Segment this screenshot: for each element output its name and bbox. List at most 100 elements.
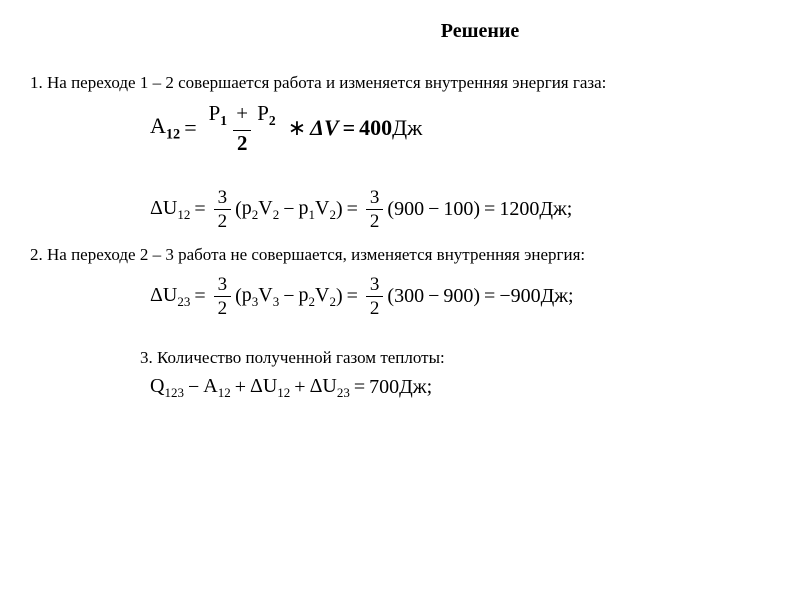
du23-coef2-den: 2 <box>366 296 384 318</box>
lparen-3: ( <box>235 286 242 306</box>
eq-sign-1: = <box>184 117 196 139</box>
v2-sym-23: V <box>315 284 329 306</box>
rparen-4: ) <box>473 286 480 306</box>
plus-q2: + <box>294 377 305 397</box>
du23-coef-den: 2 <box>214 296 232 318</box>
u12-sym-q: ΔU <box>250 375 277 397</box>
equation-du23: ΔU23 = 3 2 ( p3V3 − p2V2 ) = 3 2 ( 300 −… <box>150 275 770 318</box>
du23-coef: 3 2 <box>214 275 232 318</box>
p2-sym-23: p <box>299 284 309 306</box>
du12-coef2-num: 3 <box>366 188 384 209</box>
rparen-2: ) <box>473 199 480 219</box>
minus-2: − <box>428 199 439 219</box>
eq-sign-q: = <box>354 377 365 397</box>
q-res: 700 <box>369 377 399 397</box>
a12-lhs-sub: 12 <box>166 126 180 142</box>
du12-coef2: 3 2 <box>366 188 384 231</box>
eq-sign-4: = <box>347 199 358 219</box>
du23-coef2: 3 2 <box>366 275 384 318</box>
step3-text: 3. Количество полученной газом теплоты: <box>140 348 770 368</box>
du23-res: −900 <box>499 286 540 306</box>
q-sym: Q <box>150 375 164 397</box>
du12-sub: 12 <box>177 207 190 222</box>
du12-lhs: ΔU12 <box>150 198 190 221</box>
du23-p2v2: p2V2 <box>299 285 336 308</box>
v2a-sym: V <box>258 197 272 219</box>
p1-sym: P <box>209 101 221 125</box>
a12-frac: P1 + P2 2 <box>205 103 280 154</box>
lparen-4: ( <box>387 286 394 306</box>
plus-1: + <box>236 101 248 125</box>
u23-sym-q: ΔU <box>310 375 337 397</box>
minus-1: − <box>283 199 294 219</box>
u12-sub-q: 12 <box>277 385 290 400</box>
du12-n1: 900 <box>394 199 424 219</box>
du12-unit: Дж; <box>539 199 572 219</box>
q-sub: 123 <box>164 385 184 400</box>
page-title: Решение <box>190 20 770 43</box>
step1-text: 1. На переходе 1 – 2 совершается работа … <box>30 73 770 93</box>
du23-q: ΔU23 <box>310 376 350 399</box>
du12-coef2-den: 2 <box>366 209 384 231</box>
du23-sub: 23 <box>177 294 190 309</box>
du12-res: 1200 <box>499 199 539 219</box>
equation-du12: ΔU12 = 3 2 ( p2V2 − p1V2 ) = 3 2 ( 900 −… <box>150 188 770 231</box>
a12-value: 400 <box>359 117 392 139</box>
p2-sym: P <box>257 101 269 125</box>
eq-sign-5: = <box>484 199 495 219</box>
eq-sign-7: = <box>347 286 358 306</box>
du23-coef2-num: 3 <box>366 275 384 296</box>
du12-coef: 3 2 <box>214 188 232 231</box>
a12-q: A12 <box>203 376 230 399</box>
minus-4: − <box>428 286 439 306</box>
lparen-2: ( <box>387 199 394 219</box>
a-sub-q: 12 <box>218 385 231 400</box>
v3-sub: 3 <box>273 294 280 309</box>
dv-sym: ΔV <box>310 117 338 139</box>
solution-page: Решение 1. На переходе 1 – 2 совершается… <box>0 0 800 427</box>
du23-sym: ΔU <box>150 284 177 306</box>
du12-sym: ΔU <box>150 197 177 219</box>
du23-p3v3: p3V3 <box>242 285 279 308</box>
u23-sub-q: 23 <box>337 385 350 400</box>
a12-lhs-sym: A <box>150 113 166 138</box>
p2-sym-u: p <box>242 197 252 219</box>
mult-sign: ∗ <box>288 117 306 139</box>
a12-unit: Дж <box>392 117 422 139</box>
q-unit: Дж; <box>399 377 432 397</box>
du23-lhs: ΔU23 <box>150 285 190 308</box>
q123: Q123 <box>150 376 184 399</box>
lparen-1: ( <box>235 199 242 219</box>
du12-coef-num: 3 <box>214 188 232 209</box>
du23-n1: 300 <box>394 286 424 306</box>
du23-unit: Дж; <box>541 286 574 306</box>
du12-n2: 100 <box>443 199 473 219</box>
eq-sign-8: = <box>484 286 495 306</box>
p1-sub: 1 <box>220 113 227 128</box>
a-sym-q: A <box>203 375 217 397</box>
du12-coef-den: 2 <box>214 209 232 231</box>
v3-sym: V <box>258 284 272 306</box>
equation-q123: Q123 − A12 + ΔU12 + ΔU23 = 700Дж; <box>150 376 770 399</box>
a12-frac-den: 2 <box>233 130 251 154</box>
minus-3: − <box>283 286 294 306</box>
v2a-sub: 2 <box>273 207 280 222</box>
minus-q: − <box>188 377 199 397</box>
eq-sign-2: = <box>343 117 356 139</box>
step2-text: 2. На переходе 2 – 3 работа не совершает… <box>30 245 770 265</box>
du12-p2v2: p2V2 <box>242 198 279 221</box>
a12-lhs: A12 <box>150 115 180 142</box>
p3-sym: p <box>242 284 252 306</box>
du12-p1v2: p1V2 <box>299 198 336 221</box>
equation-a12: A12 = P1 + P2 2 ∗ ΔV = 400Дж <box>150 103 770 154</box>
rparen-3: ) <box>336 286 343 306</box>
rparen-1: ) <box>336 199 343 219</box>
plus-q1: + <box>235 377 246 397</box>
a12-frac-num: P1 + P2 <box>205 103 280 130</box>
eq-sign-3: = <box>194 199 205 219</box>
du23-n2: 900 <box>443 286 473 306</box>
du23-coef-num: 3 <box>214 275 232 296</box>
du12-q: ΔU12 <box>250 376 290 399</box>
eq-sign-6: = <box>194 286 205 306</box>
v2b-sym: V <box>315 197 329 219</box>
